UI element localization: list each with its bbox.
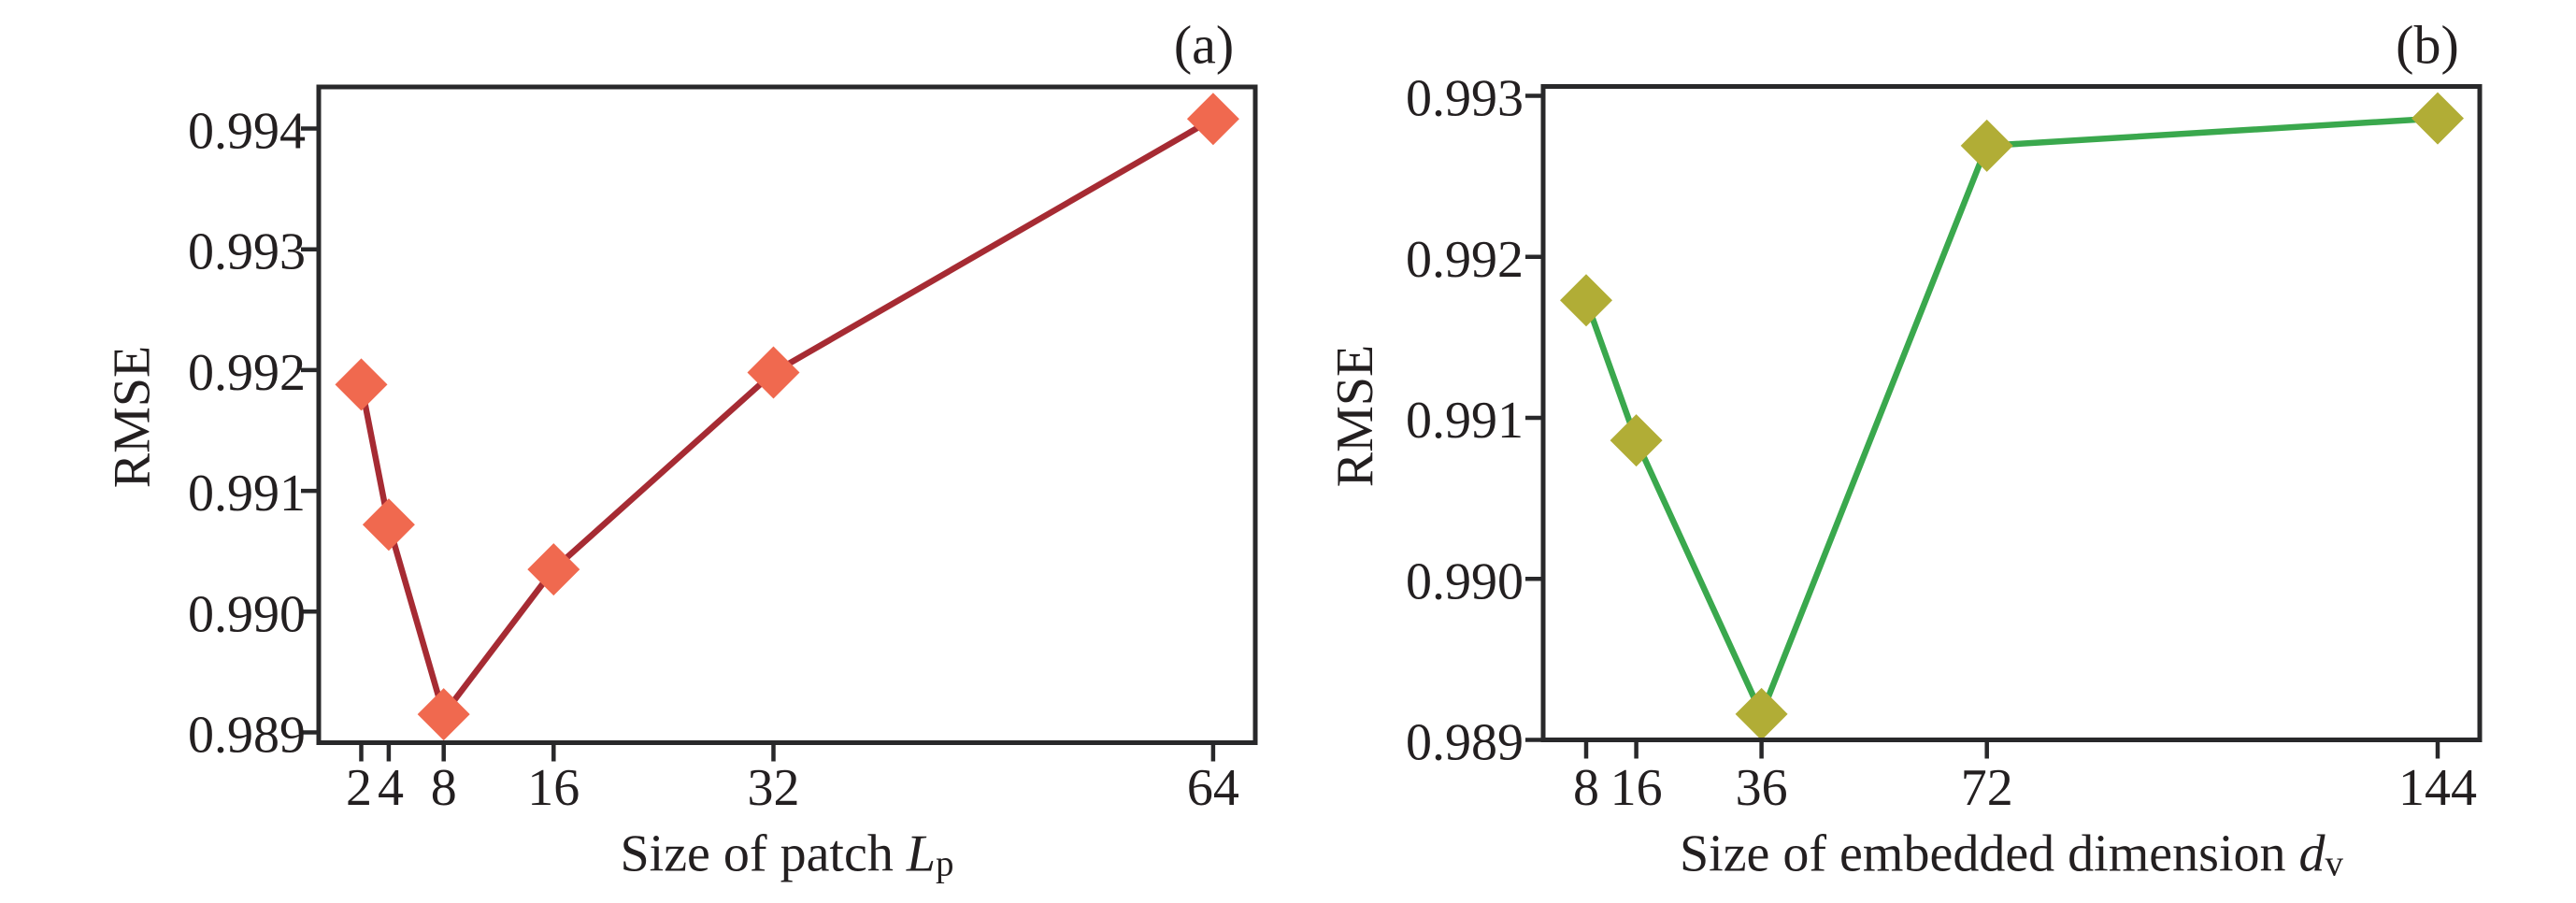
svg-text:144: 144 bbox=[2398, 759, 2477, 817]
svg-text:0.992: 0.992 bbox=[1406, 231, 1524, 289]
svg-text:16: 16 bbox=[1610, 759, 1663, 817]
svg-text:0.991: 0.991 bbox=[1406, 392, 1524, 450]
svg-text:0.993: 0.993 bbox=[1406, 70, 1524, 128]
svg-text:32: 32 bbox=[748, 759, 800, 817]
svg-text:0.994: 0.994 bbox=[188, 103, 306, 161]
svg-text:(b): (b) bbox=[2396, 15, 2459, 76]
svg-text:Size of patch Lp: Size of patch Lp bbox=[621, 825, 954, 884]
svg-text:0.993: 0.993 bbox=[188, 223, 306, 281]
svg-text:RMSE: RMSE bbox=[104, 346, 162, 489]
svg-text:0.989: 0.989 bbox=[1406, 714, 1524, 772]
svg-text:0.990: 0.990 bbox=[188, 585, 306, 643]
svg-text:0.991: 0.991 bbox=[188, 465, 306, 523]
svg-text:64: 64 bbox=[1187, 759, 1239, 817]
svg-text:8: 8 bbox=[1573, 759, 1599, 817]
svg-text:0.992: 0.992 bbox=[188, 344, 306, 402]
svg-text:0.990: 0.990 bbox=[1406, 552, 1524, 610]
svg-text:16: 16 bbox=[527, 759, 580, 817]
svg-text:0.989: 0.989 bbox=[188, 707, 306, 765]
svg-text:8: 8 bbox=[431, 759, 457, 817]
svg-text:72: 72 bbox=[1961, 759, 2013, 817]
svg-text:4: 4 bbox=[378, 759, 404, 817]
svg-text:Size of embedded dimension dv: Size of embedded dimension dv bbox=[1680, 825, 2344, 884]
svg-text:RMSE: RMSE bbox=[1326, 345, 1384, 488]
svg-text:2: 2 bbox=[346, 759, 372, 817]
svg-text:36: 36 bbox=[1736, 759, 1788, 817]
svg-text:(a): (a) bbox=[1174, 15, 1234, 76]
